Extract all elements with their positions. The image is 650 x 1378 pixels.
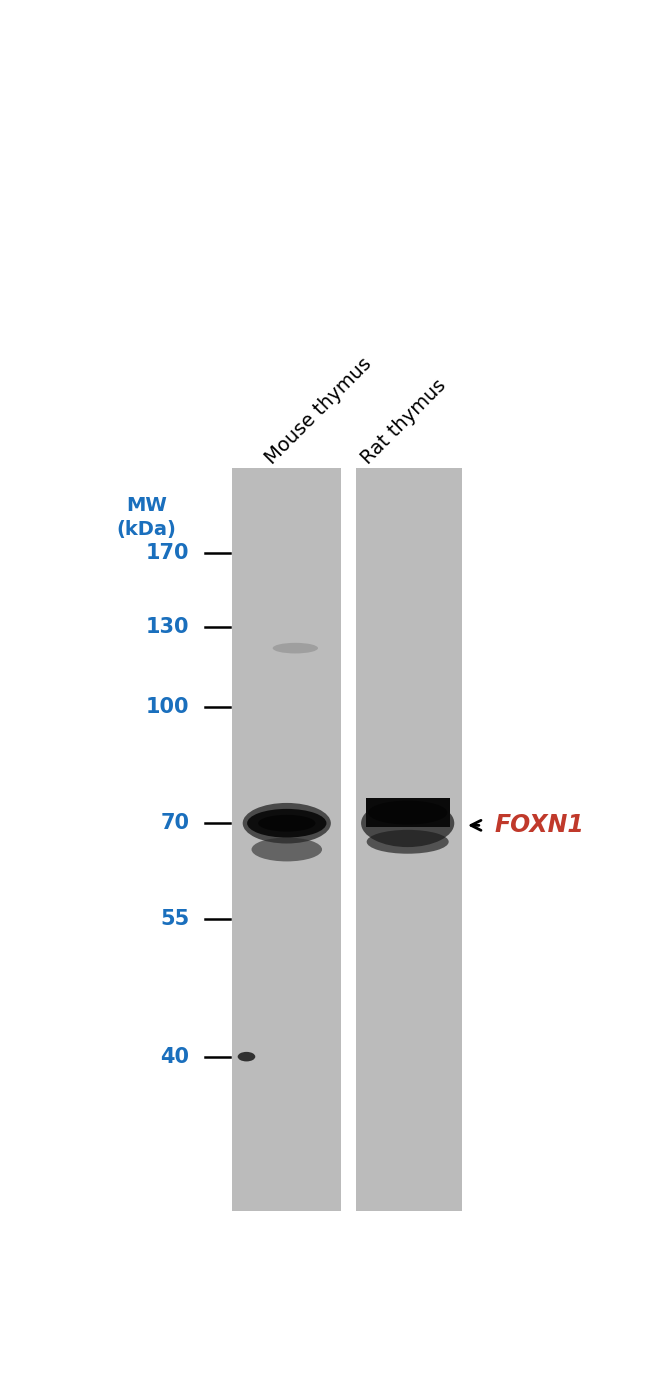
Ellipse shape [367, 830, 448, 854]
Ellipse shape [258, 814, 315, 831]
Text: 170: 170 [146, 543, 190, 562]
Text: Rat thymus: Rat thymus [358, 375, 450, 467]
Text: 40: 40 [161, 1047, 190, 1067]
Ellipse shape [252, 838, 322, 861]
Text: 100: 100 [146, 696, 190, 717]
Text: 55: 55 [161, 908, 190, 929]
Bar [356, 467, 461, 1210]
Ellipse shape [242, 803, 331, 843]
Text: Mouse thymus: Mouse thymus [262, 354, 376, 467]
Bar [366, 798, 450, 827]
Text: MW
(kDa): MW (kDa) [117, 496, 177, 539]
Ellipse shape [238, 1051, 255, 1061]
Ellipse shape [247, 809, 326, 838]
Text: 70: 70 [161, 813, 190, 834]
Ellipse shape [361, 799, 454, 847]
Ellipse shape [368, 801, 447, 824]
Text: FOXN1: FOXN1 [494, 813, 584, 838]
Text: 130: 130 [146, 617, 190, 637]
Ellipse shape [272, 642, 318, 653]
Bar [233, 467, 341, 1210]
